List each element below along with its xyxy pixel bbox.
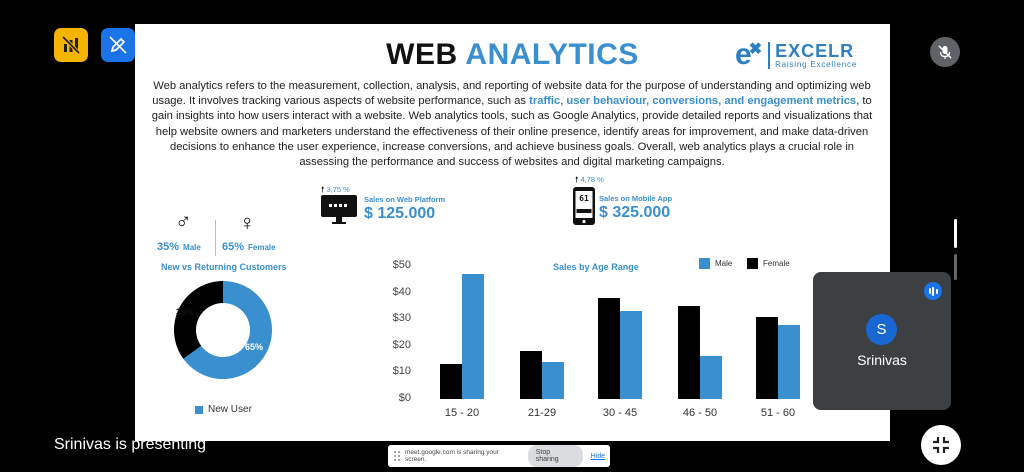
up-arrow-icon: 🠕 [575,175,579,184]
smartphone-icon: 61 [573,187,595,225]
stop-sharing-button[interactable]: Stop sharing [527,445,583,467]
shared-slide: WEB ANALYTICS e ✖ EXCELR Raising Excelle… [135,24,890,441]
kpi-web-label: Sales on Web Platform [364,195,446,204]
male-symbol-icon: ♂ [175,208,192,233]
y-tick-label: $30 [392,312,411,325]
donut-slice-other [174,281,223,359]
x-tick-label: 21-29 [527,407,557,419]
kpi-mobile-label: Sales on Mobile App [599,194,673,203]
donut-label-blue: 65% [245,342,264,352]
slide-title: WEB ANALYTICS [135,38,890,72]
bar-female-1 [440,364,462,399]
bar-male-2 [542,361,564,399]
legend-new-user: New User [208,404,252,415]
female-pct: 65% [222,241,245,253]
legend-swatch-female [747,258,758,269]
y-tick-label: $20 [392,338,411,351]
hide-link[interactable]: Hide [590,452,605,460]
y-tick-label: $50 [392,259,411,271]
bar-male-3 [620,311,642,399]
scrollbar-handle[interactable] [954,219,957,248]
title-word-analytics: ANALYTICS [465,38,639,71]
phone-screen-text: 61 [579,194,589,203]
logo-name: EXCELR [775,40,855,61]
x-tick-label: 15 - 20 [444,407,480,419]
para-text-3: to gain insights into how users interact… [151,95,873,169]
exit-fullscreen-icon[interactable] [921,425,961,465]
intro-paragraph: Web analytics refers to the measurement,… [151,79,873,170]
para-text-2: , [560,95,567,108]
bar-female-2 [520,351,542,399]
scrollbar-track[interactable] [954,254,957,280]
y-tick-label: $40 [392,285,411,298]
gender-divider [215,220,216,256]
donut-legend: New User [195,404,252,415]
chart-off-icon[interactable] [54,28,88,62]
bar-male-5 [778,324,800,399]
bar-legend-male: Male [699,258,732,269]
para-text-1: Web analytics refers to the measurement,… [152,80,871,108]
male-pct: 35% [157,241,180,253]
logo-text: EXCELR Raising Excellence [768,40,858,69]
x-tick-label: 51 - 60 [760,407,796,419]
speaking-indicator-icon [924,282,942,300]
male-label: Male [183,243,201,252]
logo-x-icon: ✖ [748,41,763,58]
title-word-web: WEB [386,38,458,71]
x-tick-label: 46 - 50 [682,407,718,419]
share-message: meet.google.com is sharing your screen. [405,449,499,463]
bar-female-3 [598,297,620,399]
legend-male-label: Male [715,259,733,268]
kpi-web-change: 🠕 3,75 % [321,185,350,194]
logo-tagline: Raising Excellence [775,59,858,69]
bar-female-5 [756,316,778,399]
up-arrow-icon: 🠕 [321,185,325,194]
para-highlight-1: traffic [529,95,561,108]
excelr-logo: e ✖ EXCELR Raising Excellence [735,40,857,70]
para-highlight-2: user behaviour, conversions, and engagem… [566,95,860,108]
participant-name: Srinivas [857,352,907,368]
pen-icon[interactable] [101,28,135,62]
female-stat: 65% Female [222,237,276,255]
kpi-mobile-value: $ 325.000 [599,204,671,221]
y-tick-label: $10 [392,365,411,378]
legend-female-label: Female [763,259,790,268]
avatar: S [866,314,897,345]
legend-swatch-new-user [195,405,203,414]
legend-swatch-male [699,258,710,269]
kpi-mobile-change: 🠕 4,78 % [575,175,604,184]
bar-male-1 [462,273,484,399]
bar-legend-female: Female [747,258,790,269]
mic-off-icon[interactable] [930,37,960,67]
screen-share-bar: meet.google.com is sharing your screen. … [388,445,610,467]
donut-label-black: 35% [176,307,195,317]
donut-slice-new-user [183,281,272,379]
bar-male-4 [700,356,722,399]
donut-chart [174,281,272,379]
donut-title: New vs Returning Customers [161,262,287,272]
y-tick-label: $0 [398,392,411,404]
bar-female-4 [678,305,700,399]
logo-mark: e [735,38,752,71]
desktop-monitor-icon [321,195,357,225]
kpi-web-value: $ 125.000 [364,205,436,222]
presenting-status: Srinivas is presenting [54,436,207,453]
x-tick-label: 30 - 45 [602,407,638,419]
female-label: Female [248,243,276,252]
drag-handle-icon[interactable] [393,450,401,462]
participant-tile[interactable]: S Srinivas [813,272,951,410]
male-stat: 35% Male [157,237,201,255]
bar-chart-title: Sales by Age Range [553,262,639,272]
female-symbol-icon: ♀ [239,210,256,235]
